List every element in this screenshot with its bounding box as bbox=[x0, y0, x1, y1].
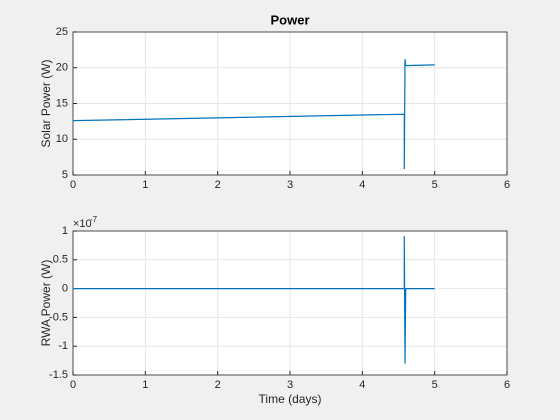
axes-frame bbox=[72, 230, 508, 376]
x-tick-label: 1 bbox=[142, 179, 148, 191]
x-tick-label: 1 bbox=[142, 379, 148, 391]
y-tick-label: 25 bbox=[56, 26, 68, 38]
exponent-base: ×10 bbox=[73, 218, 92, 230]
x-tick-label: 4 bbox=[359, 379, 365, 391]
x-tick-label: 0 bbox=[70, 179, 76, 191]
chart-title: Power bbox=[270, 12, 309, 27]
data-line bbox=[73, 236, 435, 364]
y-tick-label: 15 bbox=[56, 97, 68, 109]
x-tick-label: 2 bbox=[215, 379, 221, 391]
y-tick-label: -1 bbox=[58, 340, 68, 352]
y-tick-label: 1 bbox=[62, 225, 68, 237]
y-tick-label: 0.5 bbox=[53, 254, 68, 266]
x-tick-label: 5 bbox=[432, 179, 438, 191]
x-tick-label: 6 bbox=[504, 179, 510, 191]
y-tick-label: 5 bbox=[62, 169, 68, 181]
y-tick-label: -1.5 bbox=[49, 369, 68, 381]
y-tick-label: 10 bbox=[56, 133, 68, 145]
x-tick-label: 4 bbox=[359, 179, 365, 191]
x-tick-label: 3 bbox=[287, 379, 293, 391]
exponent: -7 bbox=[90, 215, 98, 224]
y-tick-label: 0 bbox=[62, 283, 68, 295]
x-tick-label: 6 bbox=[504, 379, 510, 391]
y-axis-label: Solar Power (W) bbox=[39, 59, 53, 147]
y-tick-label: -0.5 bbox=[49, 311, 68, 323]
data-line bbox=[72, 59, 435, 170]
x-axis-label: Time (days) bbox=[259, 392, 322, 406]
x-tick-label: 0 bbox=[70, 379, 76, 391]
x-tick-label: 2 bbox=[215, 179, 221, 191]
x-tick-label: 3 bbox=[287, 179, 293, 191]
x-tick-label: 5 bbox=[432, 379, 438, 391]
y-axis-label: RWA Power (W) bbox=[39, 260, 53, 347]
y-tick-label: 20 bbox=[56, 62, 68, 74]
axes-frame bbox=[72, 31, 508, 176]
